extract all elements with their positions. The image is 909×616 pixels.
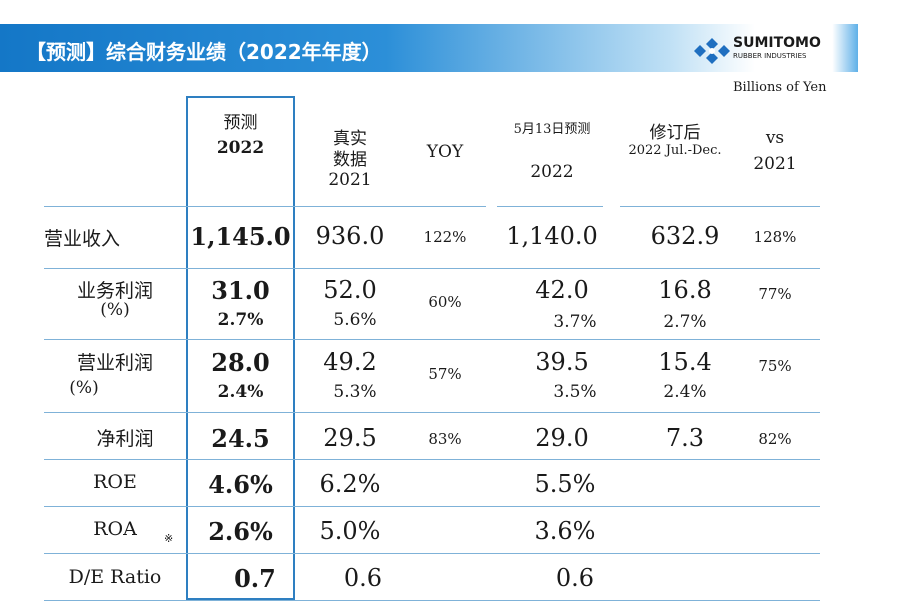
revenue-may13: 1,140.0 [506, 222, 598, 250]
roa-note-mark: ※ [164, 532, 174, 545]
business-profit-vs: 77% [758, 285, 792, 303]
revenue-actual: 936.0 [315, 222, 385, 250]
row-divider [44, 339, 820, 340]
header-may13-line2: 2022 [530, 162, 574, 182]
business-profit-may13-pct: 3.7% [553, 312, 597, 332]
roe-forecast: 4.6% [208, 470, 273, 499]
header-actual-line1: 真实 [333, 129, 367, 149]
operating-profit-yoy: 57% [428, 365, 462, 383]
business-profit-forecast-pct: 2.7% [217, 310, 264, 330]
row-label-roe: ROE [93, 471, 137, 493]
operating-profit-vs: 75% [758, 357, 792, 375]
sumitomo-logo-icon [694, 38, 730, 64]
title-banner [0, 24, 858, 72]
business-profit-actual-pct: 5.6% [333, 310, 377, 330]
net-profit-vs: 82% [758, 430, 792, 448]
net-profit-forecast: 24.5 [211, 424, 270, 453]
revenue-forecast: 1,145.0 [190, 222, 291, 251]
row-label-net-profit: 净利润 [96, 428, 154, 450]
operating-profit-revised-pct: 2.4% [663, 382, 707, 402]
header-actual-line2: 数据 [333, 150, 367, 170]
forecast-column-highlight [186, 96, 295, 600]
net-profit-may13: 29.0 [535, 424, 589, 452]
roa-actual: 5.0% [319, 517, 381, 545]
operating-profit-may13: 39.5 [535, 348, 589, 376]
row-label-revenue: 营业收入 [44, 228, 121, 250]
operating-profit-actual-pct: 5.3% [333, 382, 377, 402]
page-title: 【预测】综合财务业绩（2022年年度） [26, 40, 382, 64]
de-ratio-actual: 0.6 [343, 564, 383, 592]
row-divider [44, 506, 820, 507]
header-actual-line3: 2021 [328, 170, 372, 190]
operating-profit-revised: 15.4 [658, 348, 712, 376]
net-profit-revised: 7.3 [665, 424, 705, 452]
row-divider [44, 600, 820, 601]
row-label-business-profit: 业务利润 [76, 280, 153, 302]
business-profit-forecast: 31.0 [211, 276, 270, 305]
roe-actual: 6.2% [319, 470, 381, 498]
header-vs-line2: 2021 [753, 154, 797, 174]
roe-may13: 5.5% [534, 470, 596, 498]
roa-forecast: 2.6% [208, 517, 273, 546]
business-profit-actual: 52.0 [323, 276, 377, 304]
roa-may13: 3.6% [534, 517, 596, 545]
row-label-roa: ROA [93, 518, 137, 540]
header-vs-line1: vs [765, 128, 785, 148]
logo-subtitle: RUBBER INDUSTRIES [733, 52, 807, 60]
logo-name: SUMITOMO [733, 35, 821, 51]
row-label-operating-profit-pct: (%) [69, 378, 99, 398]
header-revised-line1: 修订后 [649, 123, 701, 143]
units-label: Billions of Yen [733, 80, 827, 95]
row-divider [44, 459, 820, 460]
business-profit-revised-pct: 2.7% [663, 312, 707, 332]
row-divider [44, 206, 486, 207]
business-profit-revised: 16.8 [658, 276, 712, 304]
row-divider [44, 412, 820, 413]
header-forecast-line1: 预测 [223, 113, 258, 133]
header-yoy: YOY [426, 142, 464, 162]
de-ratio-forecast: 0.7 [234, 564, 276, 593]
business-profit-may13: 42.0 [535, 276, 589, 304]
business-profit-yoy: 60% [428, 293, 462, 311]
operating-profit-actual: 49.2 [323, 348, 377, 376]
revenue-revised: 632.9 [650, 222, 720, 250]
revenue-vs: 128% [753, 228, 797, 246]
row-label-operating-profit: 营业利润 [76, 352, 153, 374]
header-revised-line2: 2022 Jul.-Dec. [628, 143, 722, 158]
operating-profit-may13-pct: 3.5% [553, 382, 597, 402]
row-label-business-profit-pct: (%) [100, 300, 130, 320]
row-label-de-ratio: D/E Ratio [68, 566, 162, 588]
revenue-yoy: 122% [423, 228, 467, 246]
header-may13-line1: 5月13日预测 [513, 122, 591, 137]
row-divider [620, 206, 820, 207]
row-divider [497, 206, 603, 207]
operating-profit-forecast-pct: 2.4% [217, 382, 264, 402]
operating-profit-forecast: 28.0 [211, 348, 270, 377]
net-profit-yoy: 83% [428, 430, 462, 448]
row-divider [44, 268, 820, 269]
header-forecast-line2: 2022 [216, 138, 265, 158]
net-profit-actual: 29.5 [323, 424, 377, 452]
row-divider [44, 553, 820, 554]
de-ratio-may13: 0.6 [555, 564, 595, 592]
